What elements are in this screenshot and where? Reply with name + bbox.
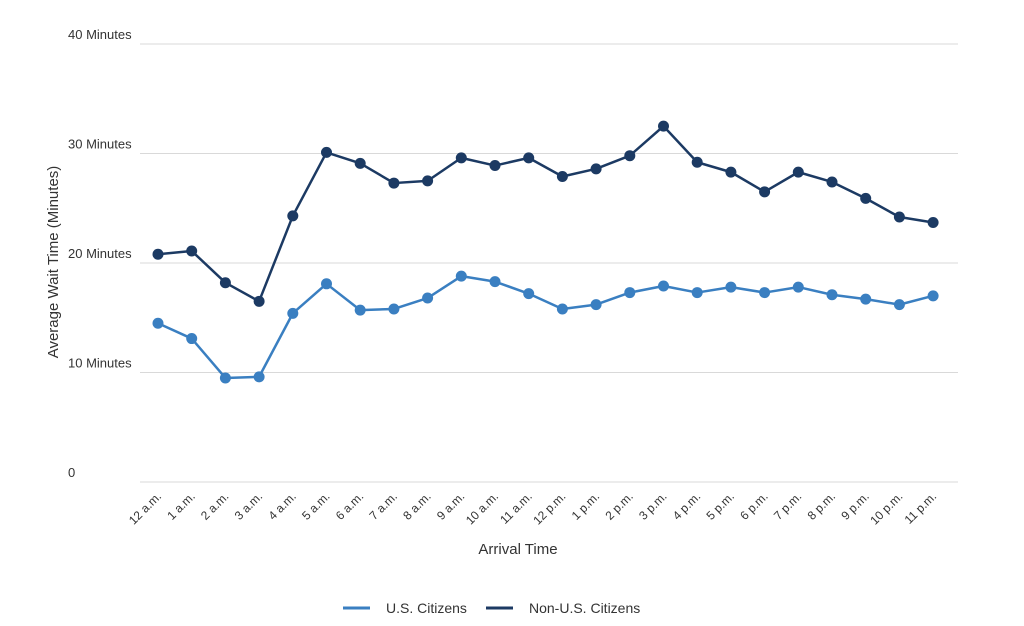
x-tick-label: 10 a.m.	[463, 489, 501, 527]
data-point[interactable]	[455, 152, 467, 164]
data-point[interactable]	[624, 150, 636, 162]
grid-lines	[140, 43, 958, 483]
legend-item-non-us-citizens[interactable]: Non-U.S. Citizens	[486, 600, 640, 616]
data-point[interactable]	[556, 170, 568, 182]
series-0	[152, 270, 939, 384]
data-point[interactable]	[152, 248, 164, 260]
data-point[interactable]	[927, 290, 939, 302]
data-point[interactable]	[321, 278, 332, 290]
x-tick-label: 12 a.m.	[126, 489, 164, 527]
data-point[interactable]	[152, 317, 164, 329]
x-tick-label: 3 p.m.	[636, 489, 669, 522]
x-tick-label: 1 a.m.	[164, 489, 197, 522]
x-tick-labels: 12 a.m. 1 a.m. 2 a.m. 3 a.m. 4 a.m. 5 a.m. 6 a…	[126, 489, 939, 527]
legend: U.S. Citizens Non-U.S. Citizens	[343, 600, 640, 616]
legend-label-non-us-citizens: Non-U.S. Citizens	[529, 600, 640, 616]
x-tick-label: 7 p.m.	[771, 489, 804, 522]
data-point[interactable]	[388, 303, 400, 315]
data-point[interactable]	[792, 166, 804, 178]
data-point[interactable]	[658, 280, 669, 292]
x-tick-label: 1 p.m.	[569, 489, 602, 522]
data-point[interactable]	[691, 156, 703, 168]
x-tick-label: 11 a.m.	[497, 489, 535, 527]
y-tick-label: 20 Minutes	[68, 246, 132, 261]
data-point[interactable]	[489, 160, 501, 172]
data-point[interactable]	[354, 304, 366, 316]
data-point[interactable]	[186, 245, 198, 257]
data-point[interactable]	[792, 281, 804, 293]
data-point[interactable]	[556, 303, 568, 315]
series-line	[157, 274, 934, 380]
x-tick-label: 2 a.m.	[198, 489, 231, 522]
data-point[interactable]	[287, 210, 299, 222]
x-tick-label: 8 a.m.	[400, 489, 433, 522]
data-point[interactable]	[523, 288, 535, 300]
y-tick-label: 10 Minutes	[68, 356, 132, 371]
data-point[interactable]	[253, 295, 265, 307]
x-tick-label: 7 a.m.	[367, 489, 400, 522]
x-tick-label: 6 p.m.	[737, 489, 770, 522]
data-point[interactable]	[927, 216, 939, 228]
data-point[interactable]	[725, 166, 737, 178]
y-tick-label: 0	[68, 465, 75, 480]
data-point[interactable]	[860, 192, 872, 204]
data-point[interactable]	[422, 292, 434, 304]
series-1	[152, 120, 939, 307]
series-line	[157, 124, 934, 303]
data-point[interactable]	[590, 163, 602, 175]
data-point[interactable]	[759, 186, 771, 198]
data-point[interactable]	[893, 299, 905, 311]
data-point[interactable]	[590, 299, 602, 311]
x-tick-label: 2 p.m.	[602, 489, 635, 522]
data-point[interactable]	[489, 276, 501, 288]
data-point[interactable]	[860, 293, 872, 305]
x-tick-label: 8 p.m.	[805, 489, 838, 522]
data-point[interactable]	[219, 277, 231, 289]
data-point[interactable]	[287, 307, 299, 319]
x-tick-label: 10 p.m.	[867, 489, 905, 527]
data-point[interactable]	[455, 270, 467, 282]
x-tick-label: 4 p.m.	[670, 489, 703, 522]
data-point[interactable]	[691, 287, 703, 299]
y-tick-label: 30 Minutes	[68, 137, 132, 152]
x-tick-label: 5 a.m.	[299, 489, 332, 522]
legend-item-us-citizens[interactable]: U.S. Citizens	[343, 600, 467, 616]
data-point[interactable]	[354, 157, 366, 169]
data-point[interactable]	[253, 371, 265, 383]
x-tick-label: 4 a.m.	[265, 489, 298, 522]
data-point[interactable]	[186, 333, 198, 345]
data-point[interactable]	[388, 177, 400, 189]
x-tick-label: 3 a.m.	[232, 489, 265, 522]
y-axis-title: Average Wait Time (Minutes)	[45, 166, 62, 359]
x-tick-label: 5 p.m.	[704, 489, 737, 522]
legend-label-us-citizens: U.S. Citizens	[386, 600, 467, 616]
data-point[interactable]	[321, 146, 332, 158]
x-axis-title: Arrival Time	[478, 541, 557, 558]
data-point[interactable]	[826, 289, 838, 301]
data-point[interactable]	[826, 176, 838, 188]
x-tick-label: 11 p.m.	[902, 489, 940, 527]
y-tick-labels: 0 10 Minutes 20 Minutes 30 Minutes 40 Minute…	[68, 27, 132, 480]
x-tick-label: 6 a.m.	[333, 489, 366, 522]
data-point[interactable]	[624, 287, 636, 299]
data-point[interactable]	[658, 120, 669, 132]
x-tick-label: 12 p.m.	[530, 489, 568, 527]
data-point[interactable]	[422, 175, 434, 187]
data-point[interactable]	[523, 152, 535, 164]
y-tick-label: 40 Minutes	[68, 27, 132, 42]
data-point[interactable]	[759, 287, 771, 299]
data-point[interactable]	[725, 281, 737, 293]
series-layer	[152, 120, 939, 384]
data-point[interactable]	[893, 211, 905, 223]
data-point[interactable]	[219, 372, 231, 384]
